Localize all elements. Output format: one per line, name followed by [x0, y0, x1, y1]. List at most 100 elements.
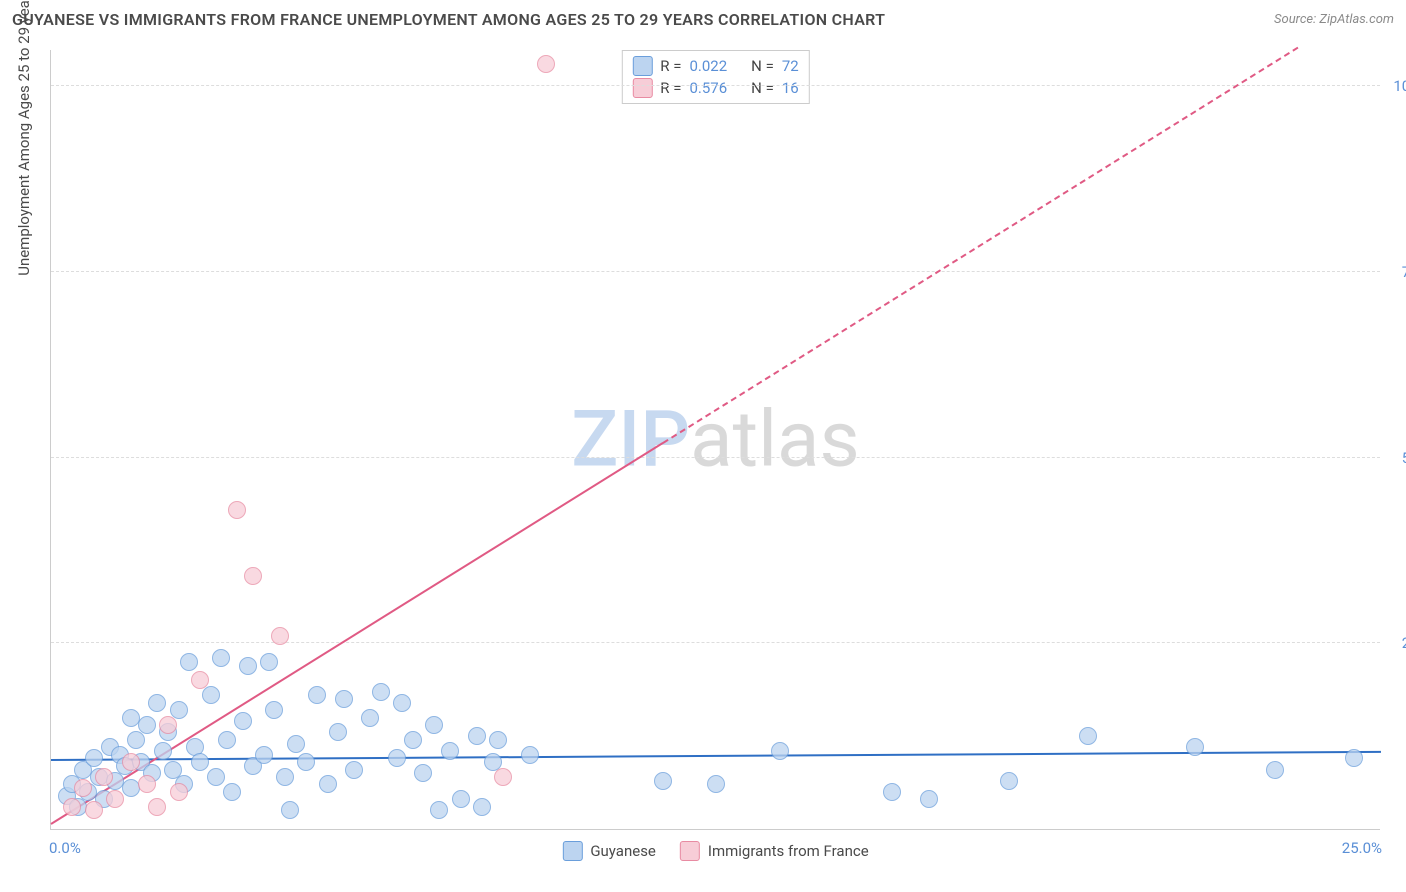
data-point — [170, 783, 188, 801]
x-tick-label: 0.0% — [49, 839, 81, 857]
n-label: N = — [751, 57, 774, 75]
n-value: 72 — [782, 57, 799, 75]
series-swatch — [680, 841, 700, 861]
data-point — [329, 723, 347, 741]
r-label: R = — [660, 79, 681, 97]
data-point — [319, 775, 337, 793]
data-point — [234, 712, 252, 730]
trend-line — [662, 47, 1298, 444]
data-point — [148, 798, 166, 816]
data-point — [207, 768, 225, 786]
data-point — [489, 731, 507, 749]
correlation-legend-row: R = 0.022 N = 72 — [632, 55, 798, 77]
series-legend: Guyanese Immigrants from France — [562, 841, 868, 861]
data-point — [1000, 772, 1018, 790]
data-point — [920, 790, 938, 808]
data-point — [255, 746, 273, 764]
data-point — [494, 768, 512, 786]
data-point — [202, 686, 220, 704]
data-point — [239, 657, 257, 675]
data-point — [1186, 738, 1204, 756]
data-point — [260, 653, 278, 671]
r-value: 0.022 — [689, 57, 727, 75]
scatter-plot-area: ZIPatlas R = 0.022 N = 72 R = 0.576 N = … — [50, 50, 1380, 830]
y-axis-label: Unemployment Among Ages 25 to 29 years — [15, 0, 33, 276]
data-point — [138, 775, 156, 793]
data-point — [425, 716, 443, 734]
data-point — [468, 727, 486, 745]
correlation-legend-row: R = 0.576 N = 16 — [632, 77, 798, 99]
data-point — [308, 686, 326, 704]
gridline — [51, 271, 1380, 272]
n-label: N = — [751, 79, 774, 97]
data-point — [212, 649, 230, 667]
data-point — [537, 55, 555, 73]
chart-header: GUYANESE VS IMMIGRANTS FROM FRANCE UNEMP… — [12, 10, 1394, 29]
data-point — [771, 742, 789, 760]
data-point — [297, 753, 315, 771]
series-legend-item: Guyanese — [562, 841, 656, 861]
data-point — [191, 671, 209, 689]
data-point — [521, 746, 539, 764]
data-point — [361, 709, 379, 727]
r-value: 0.576 — [689, 79, 727, 97]
r-label: R = — [660, 57, 681, 75]
data-point — [452, 790, 470, 808]
series-legend-item: Immigrants from France — [680, 841, 869, 861]
data-point — [95, 768, 113, 786]
data-point — [106, 790, 124, 808]
data-point — [271, 627, 289, 645]
data-point — [335, 690, 353, 708]
data-point — [1079, 727, 1097, 745]
data-point — [85, 749, 103, 767]
data-point — [441, 742, 459, 760]
n-value: 16 — [782, 79, 799, 97]
correlation-legend: R = 0.022 N = 72 R = 0.576 N = 16 — [621, 50, 809, 104]
data-point — [1266, 761, 1284, 779]
gridline — [51, 642, 1380, 643]
x-tick-label: 25.0% — [1342, 839, 1382, 857]
series-swatch — [562, 841, 582, 861]
gridline — [51, 457, 1380, 458]
data-point — [265, 701, 283, 719]
data-point — [74, 779, 92, 797]
data-point — [148, 694, 166, 712]
data-point — [159, 716, 177, 734]
y-tick-label: 75.0% — [1387, 263, 1406, 281]
data-point — [393, 694, 411, 712]
data-point — [883, 783, 901, 801]
data-point — [85, 801, 103, 819]
data-point — [1345, 749, 1363, 767]
data-point — [473, 798, 491, 816]
data-point — [154, 742, 172, 760]
data-point — [127, 731, 145, 749]
data-point — [287, 735, 305, 753]
series-swatch — [632, 56, 652, 76]
data-point — [223, 783, 241, 801]
data-point — [63, 798, 81, 816]
data-point — [345, 761, 363, 779]
gridline — [51, 85, 1380, 86]
data-point — [414, 764, 432, 782]
chart-source: Source: ZipAtlas.com — [1274, 12, 1394, 27]
data-point — [191, 753, 209, 771]
data-point — [707, 775, 725, 793]
y-tick-label: 100.0% — [1387, 77, 1406, 95]
y-tick-label: 50.0% — [1387, 449, 1406, 467]
data-point — [244, 567, 262, 585]
data-point — [388, 749, 406, 767]
data-point — [180, 653, 198, 671]
data-point — [654, 772, 672, 790]
data-point — [276, 768, 294, 786]
chart-title: GUYANESE VS IMMIGRANTS FROM FRANCE UNEMP… — [12, 10, 885, 29]
series-label: Guyanese — [590, 842, 656, 860]
y-tick-label: 25.0% — [1387, 634, 1406, 652]
data-point — [138, 716, 156, 734]
data-point — [122, 753, 140, 771]
data-point — [281, 801, 299, 819]
watermark-zip: ZIP — [571, 394, 690, 485]
data-point — [430, 801, 448, 819]
data-point — [218, 731, 236, 749]
series-label: Immigrants from France — [708, 842, 869, 860]
data-point — [228, 501, 246, 519]
